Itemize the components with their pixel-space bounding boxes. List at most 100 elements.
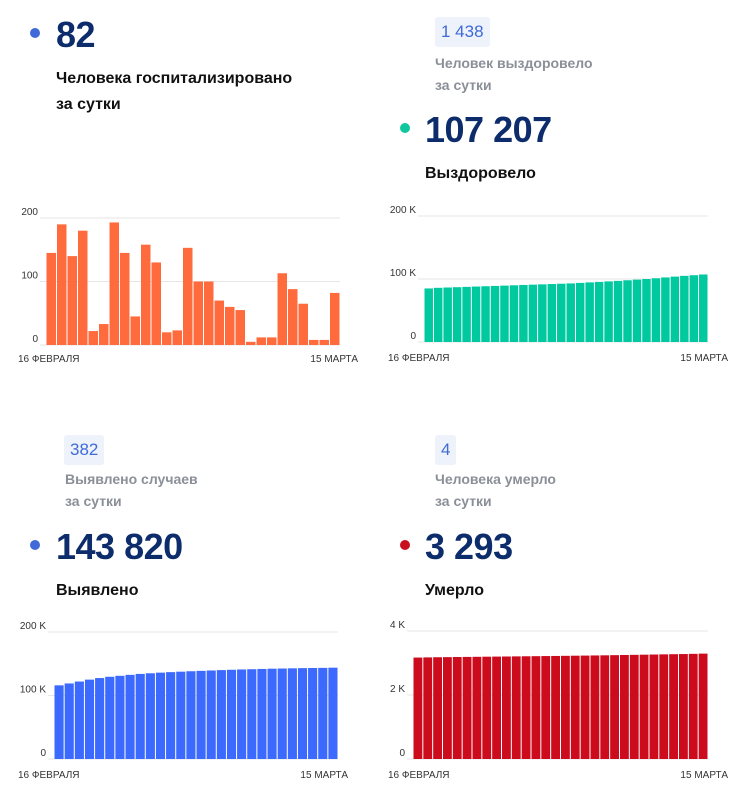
bar-19 bbox=[246, 341, 256, 345]
bar-25 bbox=[308, 668, 318, 759]
bar-5 bbox=[105, 676, 115, 759]
bar-3 bbox=[84, 679, 95, 760]
y-tick-label-0: 0 bbox=[32, 334, 38, 345]
bar-11 bbox=[162, 332, 172, 345]
bar-25 bbox=[309, 339, 319, 345]
bar-6 bbox=[472, 656, 482, 759]
detected-total: 143 820 bbox=[56, 526, 183, 567]
detected-daily-line1: Выявлено случаев bbox=[65, 471, 198, 487]
y-tick-label-2: 200 K bbox=[390, 205, 416, 216]
bar-16 bbox=[214, 300, 224, 345]
bar-24 bbox=[649, 654, 659, 759]
bar-21 bbox=[267, 337, 277, 345]
recovered-daily-line1: Человек выздоровело bbox=[435, 55, 593, 71]
bar-1 bbox=[423, 657, 433, 759]
bar-2 bbox=[443, 287, 452, 342]
bar-13 bbox=[547, 284, 557, 342]
bar-1 bbox=[433, 287, 443, 342]
bar-13 bbox=[186, 671, 196, 759]
bar-20 bbox=[257, 668, 267, 759]
bar-3 bbox=[443, 657, 452, 759]
bar-4 bbox=[452, 657, 462, 759]
y-tick-label-0: 0 bbox=[410, 331, 416, 342]
recovered-daily-label: Человек выздоровело за сутки bbox=[435, 52, 593, 96]
hospitalized-label-line1: Человека госпитализировано bbox=[56, 70, 293, 87]
bar-8 bbox=[135, 673, 145, 759]
deaths-total: 3 293 bbox=[425, 526, 513, 567]
bar-7 bbox=[490, 285, 500, 342]
bar-23 bbox=[287, 668, 297, 759]
bar-9 bbox=[145, 673, 155, 759]
bar-27 bbox=[680, 275, 689, 342]
bar-22 bbox=[629, 654, 639, 759]
detected-daily-label: Выявлено случаев за сутки bbox=[65, 468, 198, 512]
detected-daily-line2: за сутки bbox=[65, 493, 122, 509]
bar-14 bbox=[557, 283, 566, 342]
bar-22 bbox=[277, 273, 287, 345]
hospitalized-value: 82 bbox=[56, 14, 96, 55]
bar-23 bbox=[288, 289, 298, 345]
bar-19 bbox=[604, 281, 613, 342]
bar-27 bbox=[679, 654, 688, 759]
deaths-daily-line1: Человека умерло bbox=[435, 471, 556, 487]
bar-4 bbox=[88, 331, 98, 345]
bar-24 bbox=[651, 278, 661, 342]
bar-3 bbox=[452, 287, 462, 342]
bar-12 bbox=[176, 671, 186, 759]
bar-11 bbox=[528, 284, 538, 342]
bar-12 bbox=[531, 656, 541, 759]
bar-21 bbox=[620, 655, 629, 759]
recovered-daily-badge: 1 438 bbox=[435, 17, 490, 47]
detected-label: Выявлено bbox=[56, 582, 139, 599]
bar-17 bbox=[585, 282, 594, 342]
x-start-label: 16 ФЕВРАЛЯ bbox=[388, 353, 450, 364]
bar-23 bbox=[639, 654, 649, 759]
bar-18 bbox=[590, 655, 600, 759]
x-start-label: 16 ФЕВРАЛЯ bbox=[388, 770, 450, 781]
bar-25 bbox=[661, 277, 670, 342]
deaths-label: Умерло bbox=[425, 582, 484, 599]
deaths-daily-label: Человека умерло за сутки bbox=[435, 468, 556, 512]
deaths-daily-line2: за сутки bbox=[435, 493, 492, 509]
bar-5 bbox=[462, 656, 472, 759]
bar-24 bbox=[298, 303, 308, 345]
bar-7 bbox=[120, 252, 130, 345]
y-tick-label-2: 200 K bbox=[20, 621, 46, 632]
y-tick-label-0: 0 bbox=[399, 748, 405, 759]
bar-29 bbox=[698, 653, 708, 759]
y-tick-label-1: 100 bbox=[21, 271, 38, 282]
bar-0 bbox=[413, 657, 423, 759]
bar-17 bbox=[225, 306, 235, 345]
y-tick-label-0: 0 bbox=[40, 748, 46, 759]
bar-3 bbox=[78, 230, 88, 345]
recovered-daily-line2: за сутки bbox=[435, 77, 492, 93]
bar-16 bbox=[216, 670, 226, 759]
bar-10 bbox=[151, 262, 161, 345]
bar-14 bbox=[551, 655, 560, 759]
bar-18 bbox=[237, 669, 247, 759]
deaths-daily-badge: 4 bbox=[435, 435, 457, 465]
bar-7 bbox=[125, 674, 135, 759]
bar-12 bbox=[538, 284, 547, 342]
bar-4 bbox=[95, 678, 105, 759]
bar-20 bbox=[613, 280, 623, 342]
hospitalized-label-line2: за сутки bbox=[56, 96, 121, 113]
bar-13 bbox=[541, 656, 551, 759]
bar-12 bbox=[172, 330, 182, 345]
bar-26 bbox=[670, 276, 680, 342]
bar-0 bbox=[54, 685, 64, 759]
bar-19 bbox=[600, 655, 610, 759]
bar-14 bbox=[196, 670, 206, 759]
y-tick-label-2: 200 bbox=[21, 207, 38, 218]
bar-29 bbox=[699, 274, 708, 342]
recovered-bar-chart: 0 100 K 200 K 16 ФЕВРАЛЯ 15 МАРТА bbox=[388, 205, 728, 364]
bar-8 bbox=[130, 316, 140, 345]
bar-21 bbox=[267, 668, 277, 759]
bar-26 bbox=[669, 654, 678, 759]
hospitalized-label: Человека госпитализировано за сутки bbox=[56, 66, 292, 118]
bar-22 bbox=[277, 668, 287, 759]
detected-daily-badge: 382 bbox=[64, 435, 105, 465]
bar-28 bbox=[688, 653, 698, 759]
bar-20 bbox=[256, 337, 266, 345]
bar-6 bbox=[109, 222, 119, 345]
